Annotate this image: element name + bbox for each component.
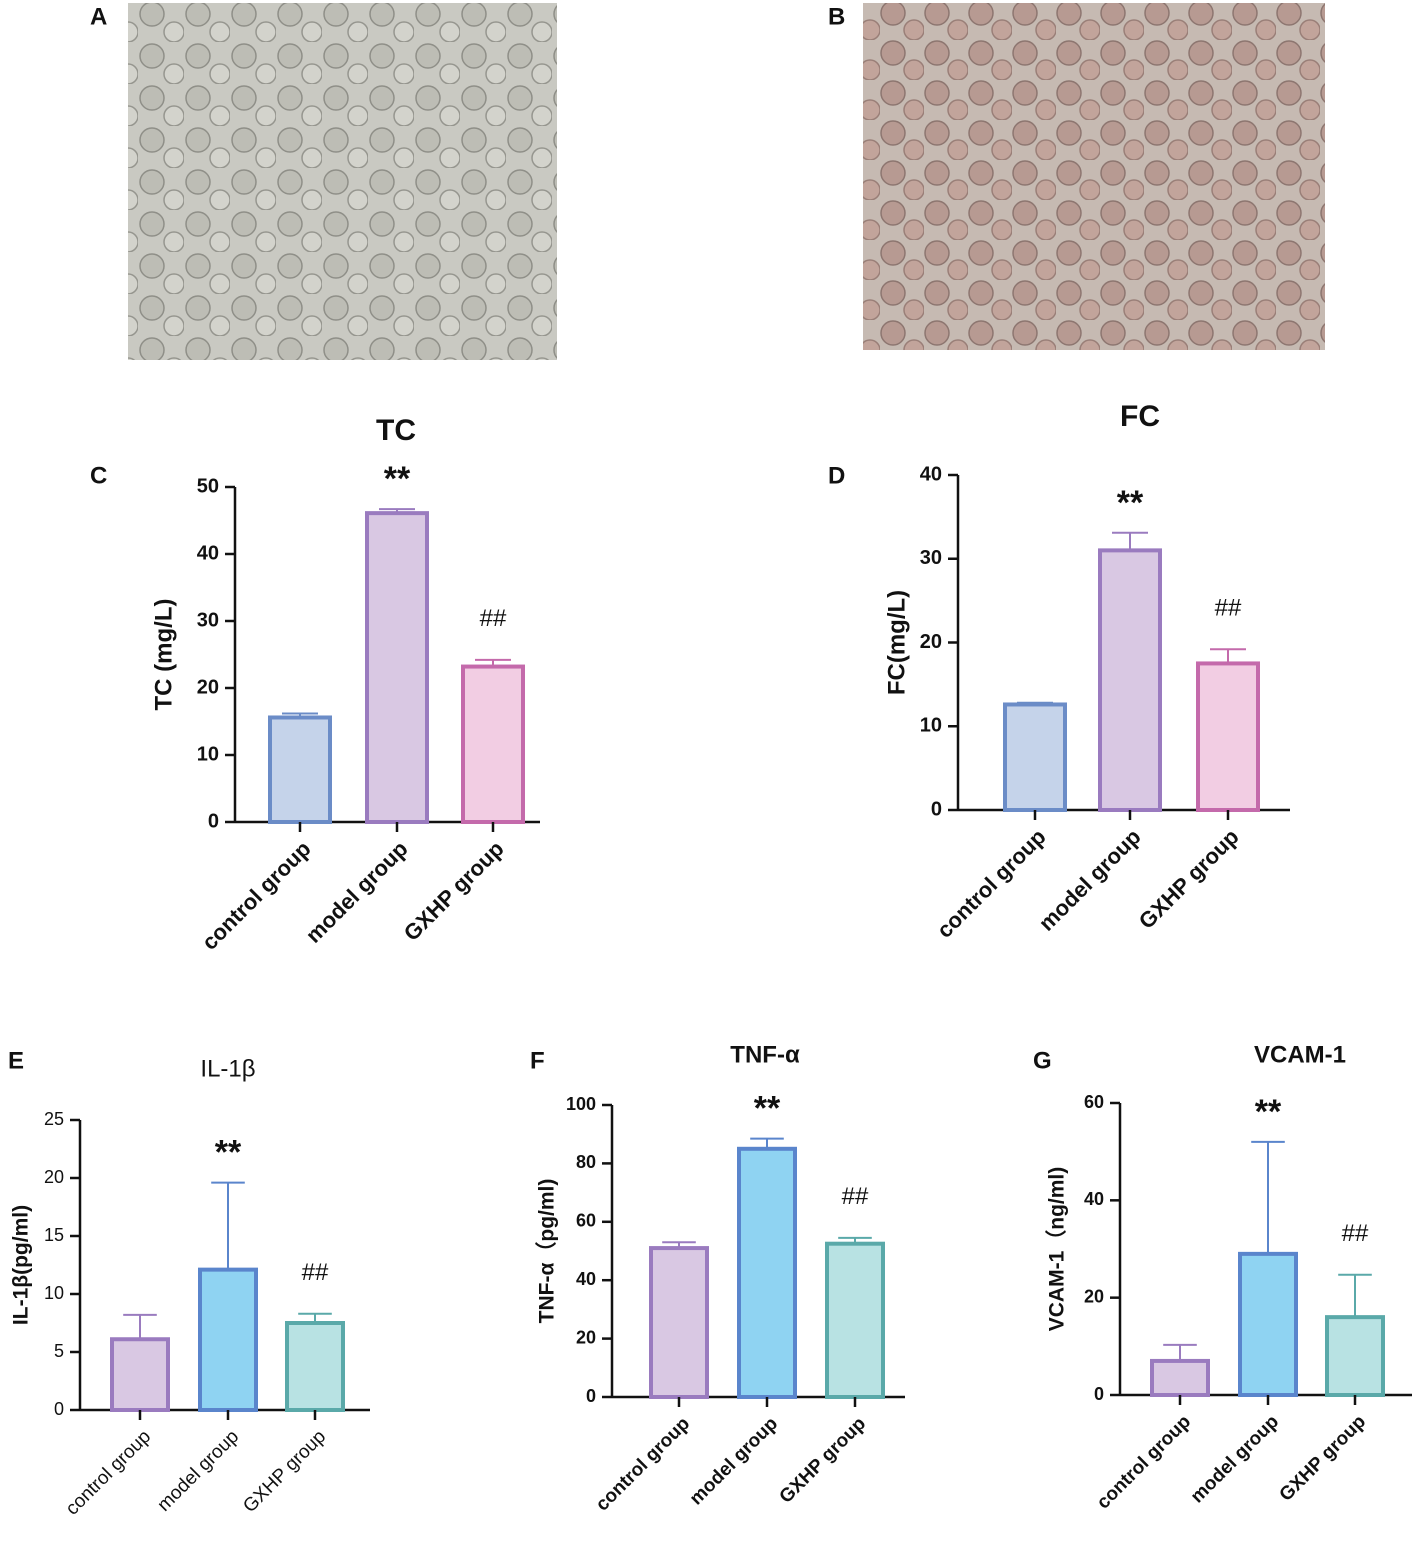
chart-title: VCAM-1 [1254, 1041, 1346, 1068]
y-axis-label: VCAM-1（ng/ml) [1045, 1167, 1069, 1332]
y-axis-label: IL-1β(pg/ml) [10, 1205, 33, 1325]
y-tick-label: 20 [920, 631, 942, 653]
x-tick-label: control group [197, 836, 316, 955]
y-tick-label: 10 [920, 715, 942, 737]
y-tick-label: 40 [197, 542, 219, 564]
y-axis-label: TNF-α（pg/ml) [535, 1179, 559, 1324]
x-tick-label: control group [62, 1426, 155, 1519]
y-axis-label: TC (mg/L) [150, 599, 177, 711]
significance-label: ## [1215, 595, 1242, 622]
bar [285, 1321, 345, 1412]
significance-label: ** [1255, 1093, 1282, 1131]
x-tick-label: model group [301, 836, 413, 948]
bar [110, 1337, 170, 1412]
y-tick-label: 30 [920, 547, 942, 569]
micrograph-b [863, 3, 1325, 350]
bar [268, 715, 332, 824]
panel-label: A [90, 3, 107, 30]
y-tick-label: 10 [44, 1283, 64, 1303]
significance-label: ## [842, 1183, 869, 1210]
bar [1325, 1315, 1385, 1397]
y-tick-label: 20 [197, 676, 219, 698]
significance-label: ** [384, 460, 411, 498]
y-tick-label: 25 [44, 1109, 64, 1129]
y-tick-label: 5 [54, 1341, 64, 1361]
panel-label: E [8, 1047, 24, 1074]
y-tick-label: 30 [197, 609, 219, 631]
y-tick-label: 0 [586, 1386, 596, 1406]
y-tick-label: 0 [931, 798, 942, 820]
x-tick-label: control group [932, 824, 1051, 943]
significance-label: ## [302, 1259, 329, 1286]
x-tick-label: GXHP group [399, 836, 509, 946]
panel-label: C [90, 462, 107, 489]
significance-label: ** [1117, 484, 1144, 522]
bar [1150, 1358, 1210, 1398]
y-tick-label: 0 [208, 810, 219, 832]
x-tick-label: GXHP group [1134, 824, 1244, 934]
y-tick-label: 40 [576, 1269, 596, 1289]
bar [365, 511, 429, 824]
y-tick-label: 10 [197, 743, 219, 765]
bar [1003, 702, 1067, 812]
x-tick-label: GXHP group [1276, 1411, 1370, 1505]
y-tick-label: 15 [44, 1225, 64, 1245]
x-tick-label: GXHP group [239, 1426, 330, 1517]
panel-label: G [1033, 1047, 1052, 1074]
panel-label: F [530, 1047, 545, 1074]
panel-label: B [828, 3, 845, 30]
x-tick-label: control group [592, 1413, 694, 1515]
significance-label: ** [215, 1134, 242, 1172]
y-tick-label: 100 [566, 1094, 596, 1114]
chart-title: TNF-α [730, 1041, 800, 1068]
y-tick-label: 60 [1084, 1092, 1104, 1112]
x-tick-label: model group [1187, 1411, 1283, 1507]
y-tick-label: 60 [576, 1211, 596, 1231]
y-axis-label: FC(mg/L) [883, 590, 910, 695]
x-tick-label: control group [1093, 1411, 1195, 1513]
y-tick-label: 40 [920, 463, 942, 485]
y-tick-label: 20 [1084, 1286, 1104, 1306]
y-tick-label: 50 [197, 475, 219, 497]
y-tick-label: 20 [44, 1167, 64, 1187]
bar [1098, 548, 1162, 812]
x-tick-label: model group [1034, 824, 1146, 936]
bar [737, 1146, 797, 1400]
chart-title: FC [1120, 400, 1160, 433]
significance-label: ## [480, 605, 507, 632]
bar [1196, 661, 1260, 812]
bar [1238, 1251, 1298, 1398]
y-tick-label: 20 [576, 1327, 596, 1347]
chart-title: IL-1β [200, 1055, 255, 1082]
panel-label: D [828, 462, 845, 489]
y-tick-label: 0 [1094, 1384, 1104, 1404]
significance-label: ** [754, 1090, 781, 1128]
micrograph-a [128, 3, 557, 360]
x-tick-label: model group [154, 1426, 244, 1516]
bar [198, 1267, 258, 1413]
bar [461, 664, 525, 824]
significance-label: ## [1342, 1220, 1369, 1247]
y-tick-label: 80 [576, 1152, 596, 1172]
y-tick-label: 40 [1084, 1189, 1104, 1209]
bar [825, 1241, 885, 1399]
x-tick-label: model group [686, 1413, 782, 1509]
chart-title: TC [376, 414, 416, 447]
y-tick-label: 0 [54, 1399, 64, 1419]
x-tick-label: GXHP group [776, 1413, 870, 1507]
bar [649, 1246, 709, 1399]
